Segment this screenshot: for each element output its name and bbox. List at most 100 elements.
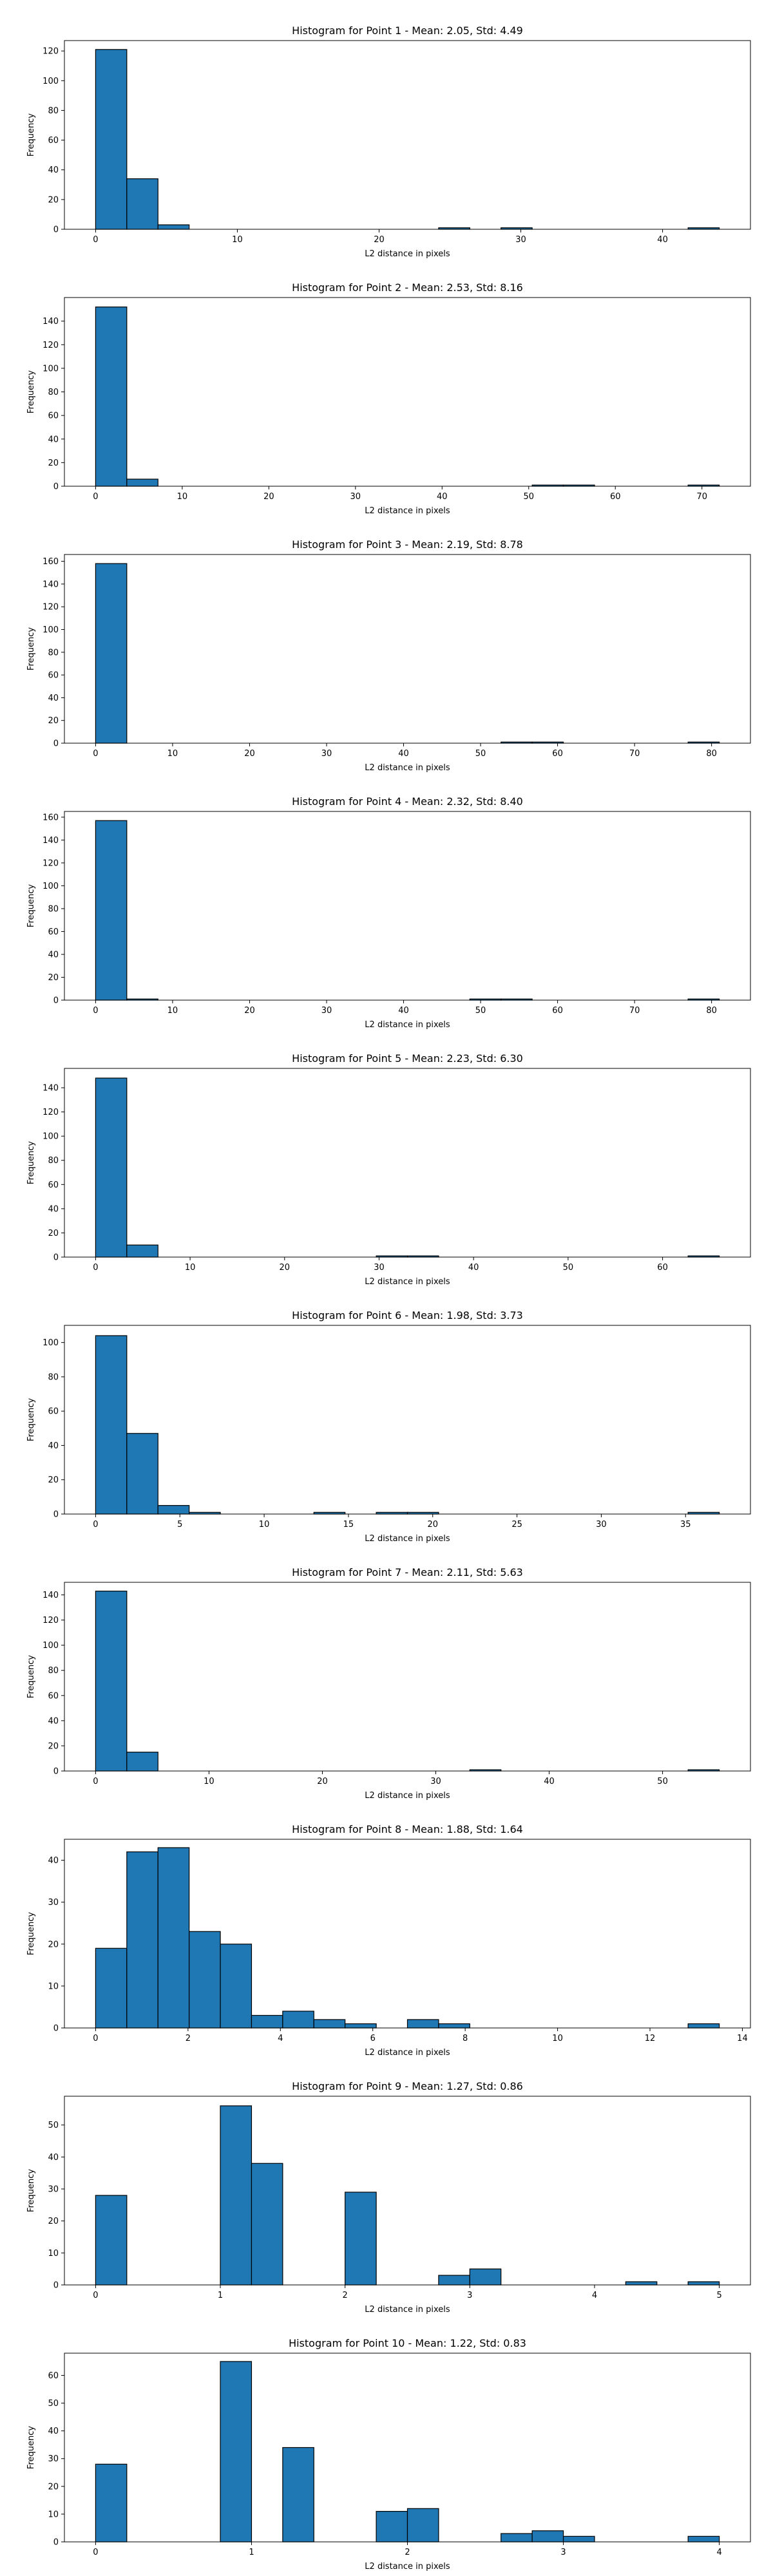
axes-frame bbox=[64, 1839, 751, 2029]
histogram-bar bbox=[313, 2019, 346, 2029]
histogram-bar bbox=[687, 2023, 720, 2029]
y-tick-label: 100 bbox=[43, 1641, 59, 1651]
y-tick-label: 20 bbox=[48, 1940, 59, 1949]
histogram-bar bbox=[438, 2275, 470, 2286]
y-axis-label: Frequency bbox=[26, 1141, 36, 1184]
y-tick-label: 80 bbox=[48, 1372, 59, 1382]
y-tick-label: 140 bbox=[43, 317, 59, 327]
x-tick-label: 20 bbox=[374, 235, 385, 245]
chart-title: Histogram for Point 2 - Mean: 2.53, Std:… bbox=[292, 281, 523, 294]
x-tick-label: 20 bbox=[427, 1520, 438, 1530]
histogram-bar bbox=[95, 1335, 128, 1515]
y-axis-label: Frequency bbox=[26, 1655, 36, 1698]
y-tick-label: 20 bbox=[48, 1475, 59, 1485]
chart-title: Histogram for Point 6 - Mean: 1.98, Std:… bbox=[292, 1309, 523, 1321]
histogram-panel-9: Histogram for Point 9 - Mean: 1.27, Std:… bbox=[26, 2080, 751, 2315]
histogram-bar bbox=[531, 2530, 564, 2543]
y-tick-label: 60 bbox=[48, 412, 59, 421]
chart-title: Histogram for Point 3 - Mean: 2.19, Std:… bbox=[292, 538, 523, 551]
y-tick-label: 40 bbox=[48, 166, 59, 175]
y-tick-label: 20 bbox=[48, 716, 59, 726]
y-tick-label: 60 bbox=[48, 2371, 59, 2381]
y-tick-label: 40 bbox=[48, 1716, 59, 1726]
histogram-bar bbox=[95, 1077, 128, 1258]
axes-frame bbox=[64, 40, 751, 230]
x-tick-label: 1 bbox=[249, 2548, 254, 2557]
y-tick-label: 0 bbox=[53, 2538, 59, 2548]
y-tick-label: 120 bbox=[43, 858, 59, 868]
histogram-bar bbox=[157, 1847, 190, 2029]
x-tick-label: 50 bbox=[475, 749, 486, 759]
y-tick-label: 100 bbox=[43, 1338, 59, 1348]
y-tick-label: 60 bbox=[48, 1180, 59, 1190]
y-tick-label: 60 bbox=[48, 1691, 59, 1701]
axes-frame bbox=[64, 297, 751, 487]
histogram-panel-6: Histogram for Point 6 - Mean: 1.98, Std:… bbox=[26, 1309, 751, 1544]
axes-frame bbox=[64, 1068, 751, 1258]
y-tick-label: 30 bbox=[48, 2454, 59, 2464]
histogram-bar bbox=[406, 2019, 439, 2029]
y-tick-label: 20 bbox=[48, 459, 59, 468]
histogram-bar bbox=[687, 2281, 720, 2286]
histogram-bar bbox=[126, 1433, 158, 1515]
x-tick-label: 40 bbox=[398, 749, 409, 759]
histogram-bar bbox=[95, 1947, 128, 2029]
histogram-panel-4: Histogram for Point 4 - Mean: 2.32, Std:… bbox=[26, 795, 751, 1030]
x-tick-label: 0 bbox=[93, 2548, 98, 2557]
y-tick-label: 0 bbox=[53, 225, 59, 235]
y-tick-label: 0 bbox=[53, 1767, 59, 1777]
x-tick-label: 70 bbox=[696, 492, 707, 502]
y-tick-label: 0 bbox=[53, 2281, 59, 2291]
y-tick-label: 0 bbox=[53, 739, 59, 749]
x-tick-label: 3 bbox=[467, 2291, 472, 2300]
y-tick-label: 40 bbox=[48, 435, 59, 444]
histogram-panel-1: Histogram for Point 1 - Mean: 2.05, Std:… bbox=[26, 24, 751, 259]
y-tick-label: 160 bbox=[43, 813, 59, 822]
x-tick-label: 70 bbox=[629, 749, 640, 759]
x-tick-label: 50 bbox=[523, 492, 534, 502]
histogram-bar bbox=[126, 178, 158, 230]
y-tick-label: 40 bbox=[48, 1856, 59, 1866]
y-tick-label: 40 bbox=[48, 2427, 59, 2436]
x-tick-label: 50 bbox=[475, 1006, 486, 1016]
y-tick-label: 80 bbox=[48, 904, 59, 914]
histogram-bar bbox=[95, 2195, 128, 2286]
x-tick-label: 80 bbox=[706, 749, 717, 759]
x-tick-label: 30 bbox=[350, 492, 361, 502]
y-tick-label: 30 bbox=[48, 1898, 59, 1908]
y-tick-label: 100 bbox=[43, 625, 59, 635]
y-tick-label: 80 bbox=[48, 388, 59, 397]
y-tick-label: 30 bbox=[48, 2185, 59, 2195]
x-tick-label: 30 bbox=[596, 1520, 607, 1530]
x-axis-label: L2 distance in pixels bbox=[365, 506, 450, 516]
x-axis-label: L2 distance in pixels bbox=[365, 2562, 450, 2571]
x-tick-label: 0 bbox=[93, 492, 98, 502]
y-tick-label: 60 bbox=[48, 671, 59, 681]
chart-title: Histogram for Point 5 - Mean: 2.23, Std:… bbox=[292, 1052, 523, 1065]
x-tick-label: 2 bbox=[186, 2034, 191, 2043]
x-tick-label: 5 bbox=[716, 2291, 721, 2300]
x-tick-label: 30 bbox=[321, 749, 332, 759]
x-tick-label: 30 bbox=[374, 1263, 385, 1273]
y-tick-label: 50 bbox=[48, 2121, 59, 2130]
x-tick-label: 6 bbox=[370, 2034, 376, 2043]
histogram-bar bbox=[95, 2463, 128, 2543]
x-axis-label: L2 distance in pixels bbox=[365, 763, 450, 773]
y-tick-label: 120 bbox=[43, 603, 59, 612]
y-tick-label: 20 bbox=[48, 1229, 59, 1238]
y-tick-label: 0 bbox=[53, 482, 59, 492]
y-tick-label: 120 bbox=[43, 47, 59, 57]
y-tick-label: 40 bbox=[48, 2153, 59, 2163]
x-tick-label: 40 bbox=[437, 492, 448, 502]
y-tick-label: 140 bbox=[43, 580, 59, 589]
histogram-bar bbox=[501, 2533, 533, 2543]
x-tick-label: 2 bbox=[405, 2548, 410, 2557]
y-axis-label: Frequency bbox=[26, 1912, 36, 1955]
histogram-panel-8: Histogram for Point 8 - Mean: 1.88, Std:… bbox=[26, 1823, 751, 2058]
x-tick-label: 10 bbox=[167, 749, 178, 759]
y-tick-label: 60 bbox=[48, 927, 59, 937]
axes-frame bbox=[64, 1325, 751, 1515]
x-axis-label: L2 distance in pixels bbox=[365, 1791, 450, 1801]
y-tick-label: 40 bbox=[48, 1441, 59, 1451]
x-tick-label: 0 bbox=[93, 1520, 98, 1530]
